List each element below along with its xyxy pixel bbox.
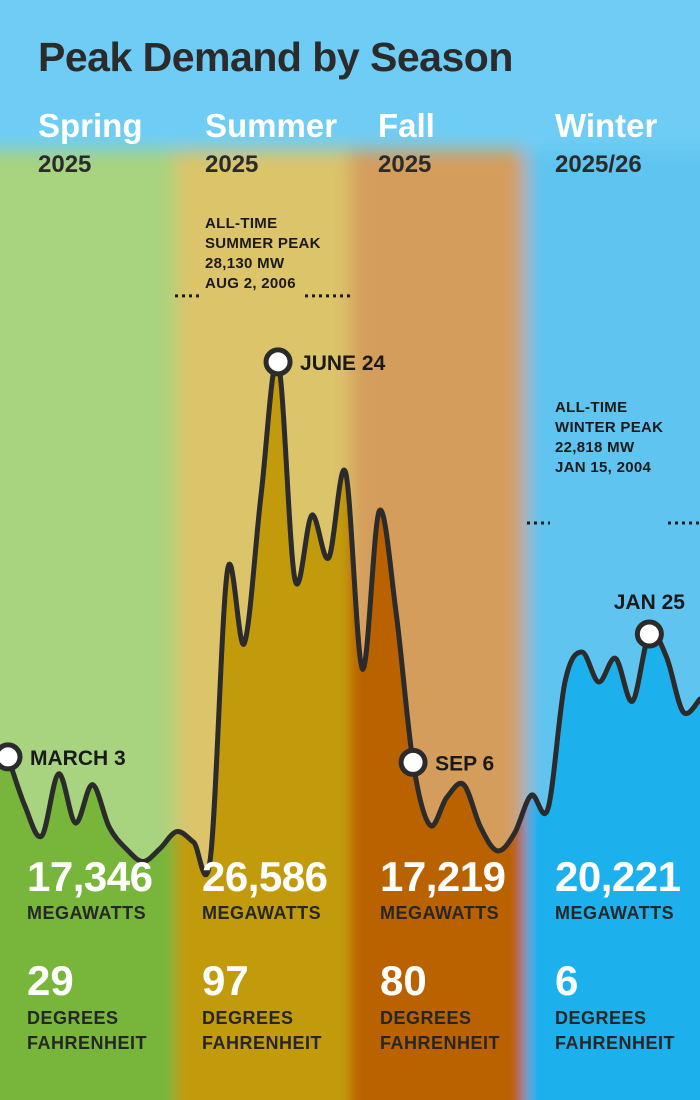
peak-date-label: JAN 25 [614, 591, 686, 614]
megawatts-label: MEGAWATTS [202, 903, 322, 923]
season-year: 2025 [38, 151, 92, 178]
winter-record-annotation: ALL-TIME WINTER PEAK 22,818 MW JAN 15, 2… [555, 398, 663, 478]
season-name: Spring [38, 107, 143, 144]
season-name: Summer [205, 107, 338, 144]
peak-marker [398, 747, 428, 777]
peak-marker [0, 742, 23, 772]
season-name: Winter [555, 107, 658, 144]
temperature-label: DEGREES [202, 1008, 294, 1028]
peak-date-label: MARCH 3 [30, 747, 126, 770]
stats-fall: 17,219 MEGAWATTS 80 DEGREES FAHRENHEIT [380, 852, 550, 1056]
season-name: Fall [378, 107, 435, 144]
temperature-label: DEGREES [27, 1008, 119, 1028]
peak-megawatts: 17,346 [27, 853, 153, 900]
season-year: 2025 [205, 151, 259, 178]
season-header-summer: Summer 2025 [205, 106, 375, 180]
peak-marker [634, 619, 664, 649]
temperature-label: FAHRENHEIT [202, 1033, 323, 1053]
temperature-label: FAHRENHEIT [555, 1033, 676, 1053]
peak-marker [263, 347, 293, 377]
temperature-label: FAHRENHEIT [380, 1033, 501, 1053]
peak-megawatts: 17,219 [380, 853, 506, 900]
peak-megawatts: 20,221 [555, 853, 681, 900]
record-line: 28,130 MW [205, 255, 285, 272]
megawatts-label: MEGAWATTS [27, 903, 147, 923]
temperature-label: FAHRENHEIT [27, 1033, 148, 1053]
megawatts-label: MEGAWATTS [380, 903, 500, 923]
megawatts-label: MEGAWATTS [555, 903, 675, 923]
summer-record-annotation: ALL-TIME SUMMER PEAK 28,130 MW AUG 2, 20… [205, 214, 321, 294]
temperature-label: DEGREES [555, 1008, 647, 1028]
temperature-label: DEGREES [380, 1008, 472, 1028]
demand-line [5, 357, 700, 878]
chart-title: Peak Demand by Season [38, 34, 513, 80]
peak-megawatts: 26,586 [202, 853, 328, 900]
stats-spring: 17,346 MEGAWATTS 29 DEGREES FAHRENHEIT [27, 852, 197, 1056]
peak-temperature: 6 [555, 957, 579, 1004]
stats-winter: 20,221 MEGAWATTS 6 DEGREES FAHRENHEIT [555, 852, 700, 1056]
season-header-spring: Spring 2025 [38, 106, 208, 180]
peak-temperature: 80 [380, 957, 427, 1004]
record-line: SUMMER PEAK [205, 235, 321, 252]
season-header-winter: Winter 2025/26 [555, 106, 700, 180]
peak-date-label: JUNE 24 [300, 352, 386, 375]
peak-date-label: SEP 6 [435, 752, 494, 775]
record-line: JAN 15, 2004 [555, 459, 652, 476]
peak-temperature: 97 [202, 957, 249, 1004]
stats-summer: 26,586 MEGAWATTS 97 DEGREES FAHRENHEIT [202, 852, 372, 1056]
record-line: AUG 2, 2006 [205, 275, 296, 292]
season-year: 2025/26 [555, 151, 642, 178]
record-line: ALL-TIME [205, 215, 278, 232]
season-year: 2025 [378, 151, 432, 178]
record-line: ALL-TIME [555, 399, 628, 416]
season-header-fall: Fall 2025 [378, 106, 548, 180]
record-line: 22,818 MW [555, 439, 635, 456]
record-line: WINTER PEAK [555, 419, 664, 436]
peak-temperature: 29 [27, 957, 74, 1004]
